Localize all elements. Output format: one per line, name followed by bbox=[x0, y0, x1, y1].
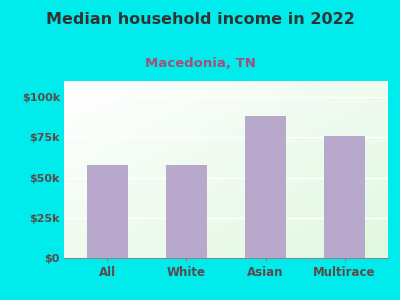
Bar bbox=[166, 165, 207, 258]
Bar bbox=[87, 165, 128, 258]
Bar bbox=[324, 136, 365, 258]
Text: Macedonia, TN: Macedonia, TN bbox=[144, 57, 256, 70]
Text: Median household income in 2022: Median household income in 2022 bbox=[46, 12, 354, 27]
Bar bbox=[245, 116, 286, 258]
